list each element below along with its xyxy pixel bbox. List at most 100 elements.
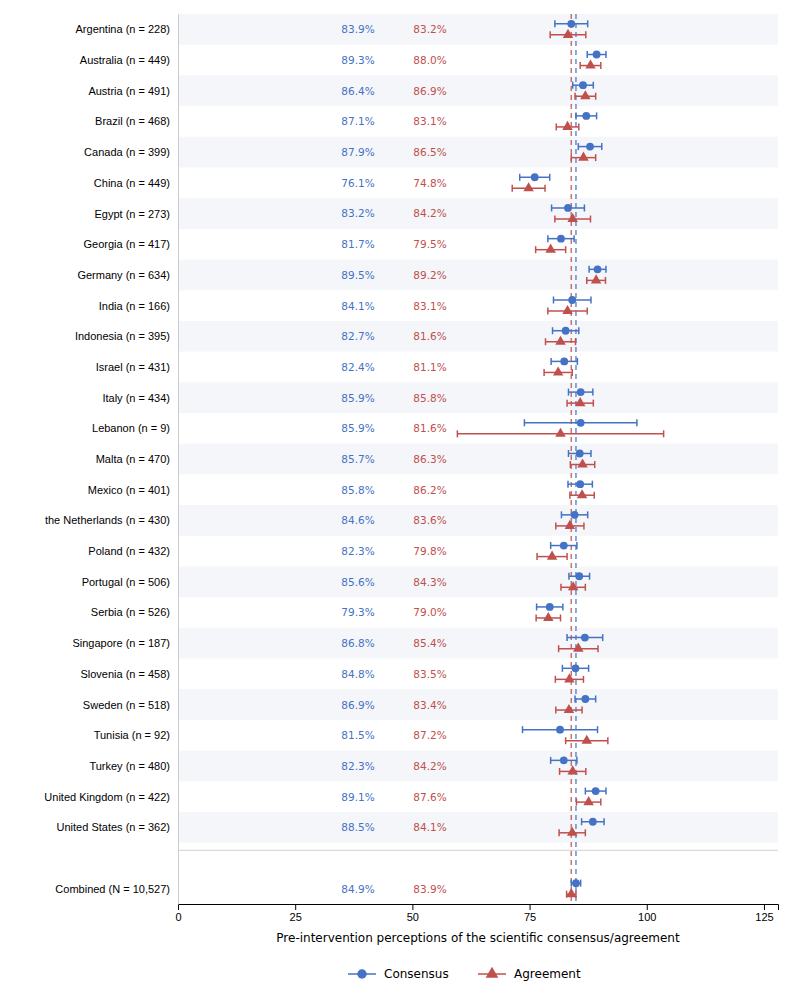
data-label: 85.4%	[413, 637, 446, 649]
error-bar-cap	[576, 542, 578, 549]
data-label: 84.2%	[413, 760, 446, 772]
error-bar-cap	[607, 737, 609, 744]
data-label: 83.1%	[413, 300, 446, 312]
error-bar-cap	[585, 768, 587, 775]
data-label: 87.1%	[341, 115, 374, 127]
error-bar-cap	[600, 62, 602, 69]
error-bar	[553, 327, 579, 334]
y-tick: Portugal (n = 506)	[82, 576, 178, 588]
point	[567, 213, 578, 222]
error-bar-cap	[569, 492, 571, 499]
data-label: 83.2%	[413, 23, 446, 35]
error-bar	[573, 82, 594, 89]
data-label: 86.8%	[341, 637, 374, 649]
point	[577, 458, 588, 467]
error-bar-cap	[522, 726, 524, 733]
y-tick-label: Australia (n = 449)	[80, 54, 170, 66]
legend-label: Agreement	[514, 967, 581, 981]
error-bar-cap	[556, 123, 558, 130]
y-tick-label: Turkey (n = 480)	[89, 760, 170, 772]
x-tick: 100	[638, 904, 656, 923]
row-band	[178, 689, 778, 720]
error-bar-cap	[600, 799, 602, 806]
error-bar	[524, 419, 637, 426]
error-bar-cap	[549, 31, 551, 38]
y-tick-label: Egypt (n = 273)	[94, 208, 170, 220]
y-axis-line	[178, 15, 179, 905]
y-tick-label: Germany (n = 634)	[77, 269, 170, 281]
point	[577, 388, 585, 396]
x-tick-label: 25	[290, 911, 302, 923]
error-bar-cap	[574, 93, 576, 100]
data-label: 82.3%	[341, 545, 374, 557]
data-label: 86.9%	[341, 699, 374, 711]
y-tick: Singapore (n = 187)	[72, 637, 178, 649]
error-bar-cap	[601, 143, 603, 150]
error-bar-cap	[587, 511, 589, 518]
point	[564, 704, 575, 713]
data-label: 83.1%	[413, 115, 446, 127]
error-bar-cap	[536, 603, 538, 610]
row-band	[178, 14, 778, 45]
error-bar-cap	[590, 297, 592, 304]
error-bar	[548, 235, 574, 242]
point	[572, 879, 580, 887]
error-bar-cap	[554, 216, 556, 223]
error-bar-cap	[561, 511, 563, 518]
point	[562, 121, 573, 130]
point	[555, 336, 566, 345]
data-label: 85.7%	[341, 453, 374, 465]
x-tick: 75	[524, 904, 536, 923]
point	[592, 787, 600, 795]
point	[567, 765, 578, 774]
row-band	[178, 628, 778, 659]
x-tick-mark	[647, 904, 648, 910]
error-bar-cap	[605, 788, 607, 795]
x-tick: 0	[175, 904, 181, 923]
chart: 0255075100125Argentina (n = 228)Australi…	[0, 0, 802, 1000]
row-band	[178, 137, 778, 168]
point	[545, 244, 556, 253]
legend-swatch-marker	[486, 967, 499, 978]
data-label: 85.8%	[413, 392, 446, 404]
error-bar-cap	[587, 20, 589, 27]
point	[568, 296, 576, 304]
data-label: 89.2%	[413, 269, 446, 281]
error-bar-cap	[585, 584, 587, 591]
error-bar-cap	[550, 542, 552, 549]
error-bar	[568, 481, 592, 488]
data-label: 84.6%	[341, 514, 374, 526]
point	[562, 327, 570, 335]
data-label: 89.3%	[341, 54, 374, 66]
row-band	[178, 382, 778, 413]
error-bar-cap	[550, 757, 552, 764]
error-bar-cap	[571, 369, 573, 376]
y-tick: Tunisia (n = 92)	[94, 729, 178, 741]
error-bar-cap	[578, 143, 580, 150]
error-bar-cap	[555, 676, 557, 683]
y-tick-label: China (n = 449)	[94, 177, 170, 189]
y-tick-label: Brazil (n = 468)	[95, 115, 170, 127]
point	[566, 888, 577, 897]
point	[593, 51, 601, 59]
y-tick: Poland (n = 432)	[88, 545, 178, 557]
point	[578, 152, 589, 161]
y-tick-label: Portugal (n = 506)	[82, 576, 170, 588]
error-bar	[578, 143, 601, 150]
error-bar-cap	[605, 51, 607, 58]
marks	[457, 14, 663, 904]
y-tick: Canada (n = 399)	[84, 146, 178, 158]
error-bar-cap	[547, 235, 549, 242]
y-tick: Brazil (n = 468)	[95, 115, 178, 127]
y-tick: the Netherlands (n = 430)	[45, 514, 178, 526]
data-label: 88.5%	[341, 821, 374, 833]
data-label: 84.2%	[413, 207, 446, 219]
x-tick-label: 125	[755, 911, 773, 923]
data-label: 89.1%	[341, 791, 374, 803]
error-bar-cap	[597, 645, 599, 652]
error-bar-cap	[544, 185, 546, 192]
data-label: 79.5%	[413, 238, 446, 250]
error-bar-cap	[578, 327, 580, 334]
error-bar	[561, 511, 587, 518]
point	[563, 29, 574, 38]
